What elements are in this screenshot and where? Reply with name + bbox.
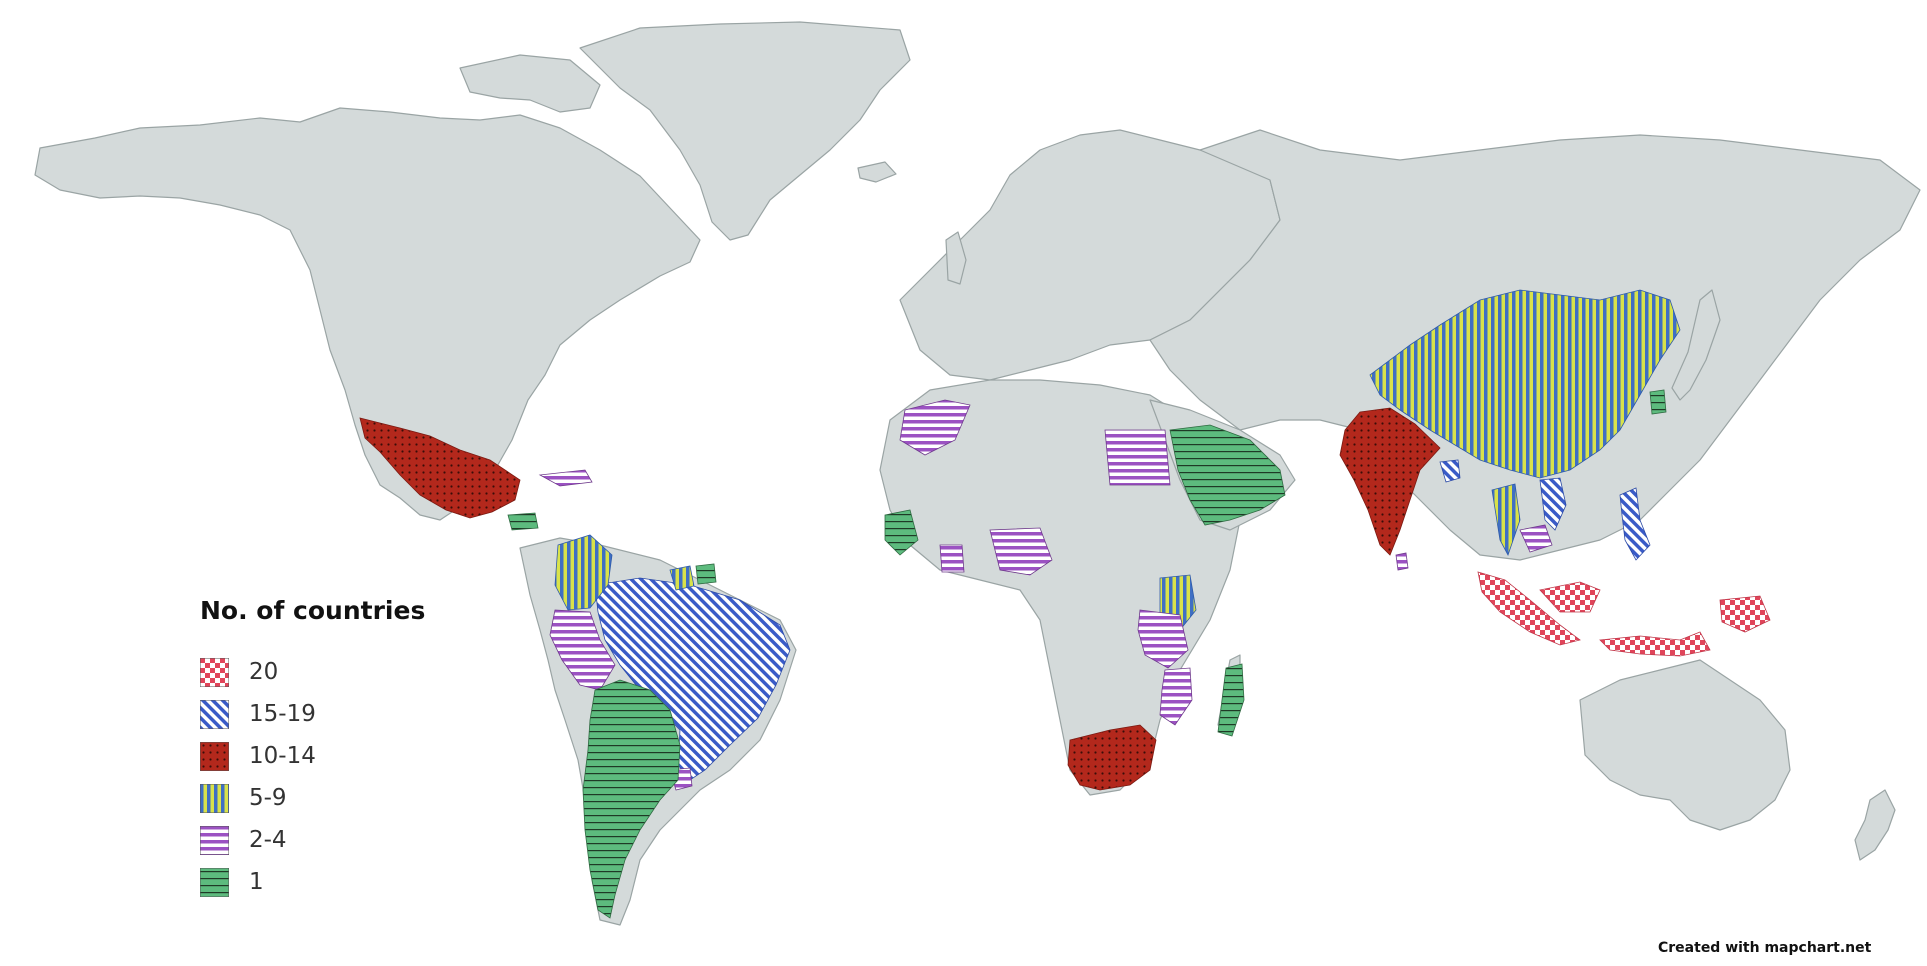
region-colombia xyxy=(554,534,613,611)
legend-label: 15-19 xyxy=(249,701,316,727)
legend-item-2-4: 2-4 xyxy=(200,819,425,861)
legend-item-5-9: 5-9 xyxy=(200,777,425,819)
region-indonesia xyxy=(1477,571,1771,657)
region-nigeria xyxy=(989,527,1053,576)
region-saudi-arabia xyxy=(1169,424,1286,526)
region-sri-lanka xyxy=(1395,552,1409,571)
legend-item-15-19: 15-19 xyxy=(200,693,425,735)
horizontal-lines-swatch-icon xyxy=(200,867,229,897)
legend-label: 10-14 xyxy=(249,743,316,769)
region-south-korea xyxy=(1649,389,1667,415)
region-guyana xyxy=(669,565,695,591)
region-cambodia xyxy=(1519,524,1553,553)
legend-title: No. of countries xyxy=(200,596,426,625)
region-tanzania xyxy=(1137,609,1189,669)
region-thailand xyxy=(1491,483,1521,556)
region-brazil xyxy=(594,577,791,781)
legend: No. of countries 20 15-19 10-14 5-9 2-4 xyxy=(200,596,425,903)
region-egypt xyxy=(1104,429,1171,486)
region-mozambique xyxy=(1159,667,1193,726)
region-madagascar xyxy=(1217,663,1245,737)
vertical-stripes-swatch-icon xyxy=(200,783,229,813)
legend-item-1: 1 xyxy=(200,861,425,903)
diagonal-stripes-swatch-icon xyxy=(200,699,229,729)
region-ghana xyxy=(939,544,965,573)
land-uk xyxy=(945,231,967,285)
region-south-africa xyxy=(1067,724,1157,791)
dots-swatch-icon xyxy=(200,741,229,771)
land-canada-arctic-islands xyxy=(459,54,601,113)
region-argentina-chile xyxy=(582,679,681,919)
land-iceland xyxy=(857,161,897,183)
land-australia xyxy=(1579,659,1791,831)
land-north-america xyxy=(34,107,701,521)
legend-label: 2-4 xyxy=(249,827,287,853)
region-sierra-leone xyxy=(884,509,919,556)
credit-text: Created with mapchart.net xyxy=(1658,940,1872,956)
land-greenland xyxy=(579,21,911,241)
region-vietnam xyxy=(1539,477,1567,531)
region-honduras xyxy=(507,512,539,531)
region-china xyxy=(1369,289,1681,479)
region-mexico xyxy=(359,417,521,519)
legend-item-20: 20 xyxy=(200,651,425,693)
legend-label: 1 xyxy=(249,869,264,895)
legend-item-10-14: 10-14 xyxy=(200,735,425,777)
land-new-zealand xyxy=(1854,789,1896,861)
region-bangladesh xyxy=(1439,459,1461,483)
legend-label: 20 xyxy=(249,659,279,685)
region-cuba xyxy=(538,469,593,487)
region-philippines xyxy=(1619,487,1651,561)
region-malaysia xyxy=(1539,581,1601,613)
checker-swatch-icon xyxy=(200,657,229,687)
horizontal-stripes-swatch-icon xyxy=(200,825,229,855)
region-morocco xyxy=(899,399,971,456)
region-suriname xyxy=(695,563,717,585)
region-india xyxy=(1339,407,1441,556)
legend-label: 5-9 xyxy=(249,785,287,811)
land-japan xyxy=(1671,289,1721,401)
shaded-countries xyxy=(359,289,1771,919)
